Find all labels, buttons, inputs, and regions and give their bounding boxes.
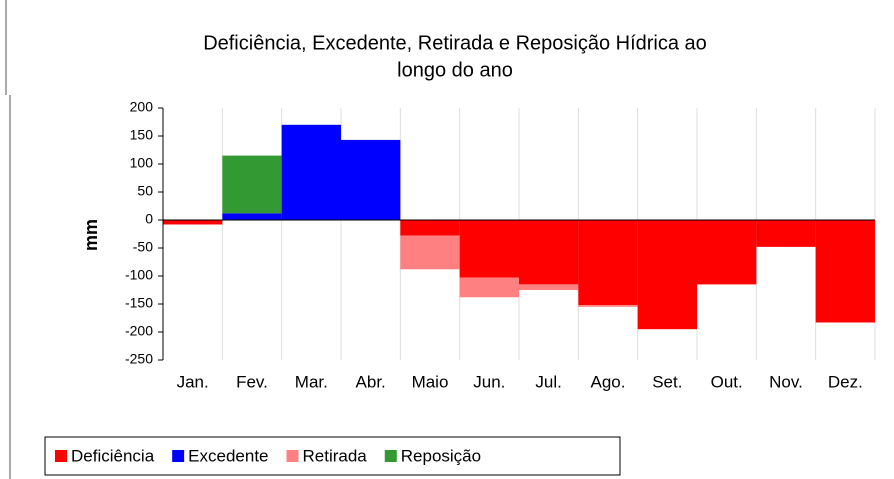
y-tick-label: 150: [130, 127, 154, 143]
bar: [222, 213, 282, 220]
y-tick-label: -50: [133, 239, 153, 255]
bar: [578, 220, 638, 306]
bar: [519, 220, 579, 285]
y-tick-label: 100: [130, 155, 154, 171]
bar: [578, 305, 638, 307]
bar: [222, 155, 282, 214]
legend-swatch: [172, 450, 185, 462]
legend: [44, 436, 621, 476]
y-tick-label: 200: [130, 99, 154, 115]
bar: [815, 220, 875, 323]
bar: [697, 220, 757, 285]
bar: [459, 277, 519, 298]
legend-swatch: [286, 450, 299, 462]
bar: [519, 284, 579, 290]
x-tick-label: Out.: [711, 372, 743, 391]
x-tick-label: Jun.: [473, 372, 505, 391]
legend-label: Reposição: [401, 446, 481, 465]
y-tick-label: -150: [125, 295, 153, 311]
bar: [400, 220, 460, 236]
bar: [281, 124, 341, 220]
y-tick-label: -250: [125, 351, 153, 367]
x-tick-label: Dez.: [828, 372, 863, 391]
x-tick-label: Mar.: [295, 372, 328, 391]
legend-label: Retirada: [303, 446, 368, 465]
x-tick-label: Set.: [652, 372, 682, 391]
y-tick-label: 0: [145, 211, 153, 227]
legend-swatch: [384, 450, 397, 462]
x-tick-label: Abr.: [356, 372, 386, 391]
x-tick-label: Jan.: [177, 372, 209, 391]
bar: [163, 220, 223, 225]
bar: [637, 220, 697, 330]
legend-label: Deficiência: [71, 446, 155, 465]
bar: [756, 220, 816, 247]
chart-title: longo do ano: [397, 59, 513, 81]
bar: [459, 220, 519, 278]
y-tick-label: -200: [125, 323, 153, 339]
y-tick-label: -100: [125, 267, 153, 283]
x-tick-label: Ago.: [591, 372, 626, 391]
y-tick-label: 50: [137, 183, 153, 199]
x-tick-label: Jul.: [535, 372, 561, 391]
bar: [341, 139, 401, 220]
legend-swatch: [55, 450, 67, 462]
legend-label: Excedente: [188, 446, 268, 465]
y-axis-label: mm: [81, 219, 101, 251]
x-tick-label: Nov.: [769, 372, 803, 391]
x-tick-label: Maio: [412, 372, 449, 391]
chart-title: Deficiência, Excedente, Retirada e Repos…: [203, 32, 707, 54]
x-tick-label: Fev.: [236, 372, 268, 391]
bar: [400, 235, 460, 270]
